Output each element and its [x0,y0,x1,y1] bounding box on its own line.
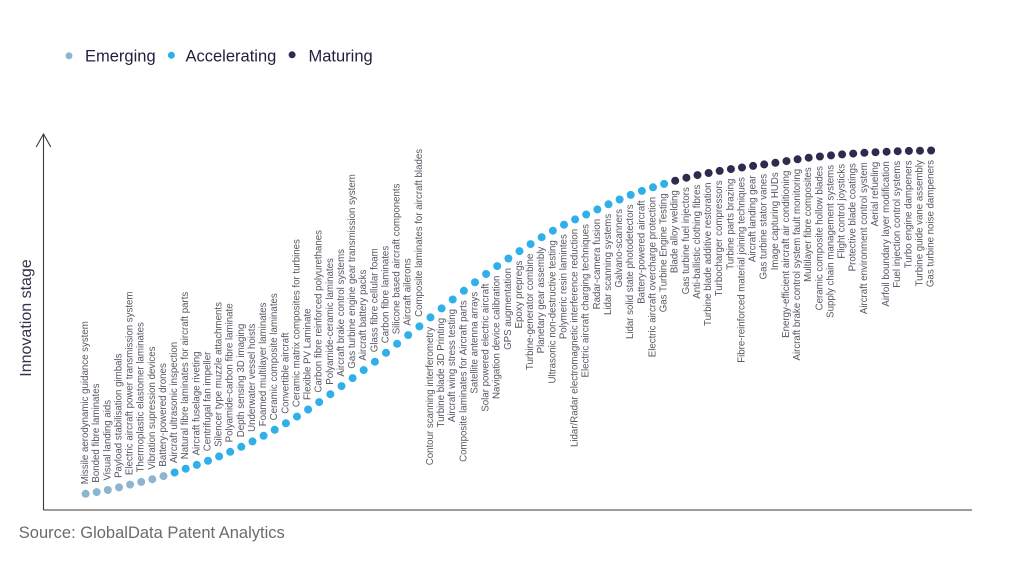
svg-text:Polyamide-ceramic laminates: Polyamide-ceramic laminates [325,258,336,385]
svg-text:Energy-efficient aircraft air: Energy-efficient aircraft air conditioni… [781,171,792,338]
svg-text:Gas turbine noise dampeners: Gas turbine noise dampeners [926,160,937,287]
svg-text:Missile aerodynamic guidance s: Missile aerodynamic guidance system [80,321,91,484]
svg-text:GPS augmentation: GPS augmentation [503,268,514,350]
svg-text:Battery-powered aircraft: Battery-powered aircraft [636,200,647,304]
svg-text:Flight control joysticks: Flight control joysticks [837,164,848,259]
svg-text:Planetary gear assembly: Planetary gear assembly [536,247,547,354]
svg-text:Accelerating: Accelerating [186,47,277,65]
svg-text:Payload stabilisation gimbals: Payload stabilisation gimbals [114,353,125,478]
svg-text:Airfoil boundary layer modific: Airfoil boundary layer modification [881,161,892,306]
svg-text:Aircraft wing stress testing: Aircraft wing stress testing [447,309,458,422]
svg-text:Anti-ballistic clothing fibres: Anti-ballistic clothing fibres [692,184,703,298]
svg-text:Turbine-generator combine: Turbine-generator combine [525,254,536,371]
svg-text:Multilayer fibre composites: Multilayer fibre composites [803,167,814,282]
svg-text:Protective blade coatings: Protective blade coatings [848,163,859,271]
svg-text:Aircraft brake control systems: Aircraft brake control systems [336,249,347,377]
svg-text:Vibration supression devices: Vibration supression devices [147,346,158,469]
svg-text:Aircraft ailerons: Aircraft ailerons [403,258,414,325]
svg-text:Electric aircraft charging tec: Electric aircraft charging techniques [581,224,592,378]
svg-text:Foamed multilayer laminates: Foamed multilayer laminates [258,302,269,426]
svg-text:Image capturing HUDs: Image capturing HUDs [770,172,781,270]
svg-text:Gas turbine stator vanes: Gas turbine stator vanes [759,174,770,280]
svg-text:Navigation device calibration: Navigation device calibration [492,276,503,399]
svg-text:Turbine blade 3D Printing: Turbine blade 3D Printing [436,318,447,428]
svg-text:Flexible PV Laminate: Flexible PV Laminate [303,308,314,400]
svg-text:Radar-camera fusion: Radar-camera fusion [592,219,603,309]
svg-text:Solar powered electric aircraf: Solar powered electric aircraft [481,283,492,411]
svg-text:Epoxy prepregs: Epoxy prepregs [514,260,525,328]
svg-text:Convertible aircraft: Convertible aircraft [280,332,291,414]
svg-text:Underwater vessel hoists: Underwater vessel hoists [247,324,258,432]
svg-text:Lidar solid state photodetecto: Lidar solid state photodetectors [625,204,636,339]
svg-text:Lidar/Radar electromagnetic in: Lidar/Radar electromagnetic interference… [570,229,581,447]
svg-text:Glass fibre cellular foam: Glass fibre cellular foam [369,248,380,352]
svg-text:Aircraft landing gear: Aircraft landing gear [748,175,759,262]
svg-text:Aircraft fuselage riveting: Aircraft fuselage riveting [191,351,202,455]
svg-text:Turbine guide vane assembly: Turbine guide vane assembly [915,160,926,286]
svg-text:Ultrasonic non-destructive tes: Ultrasonic non-destructive testing [547,240,558,383]
svg-text:Aircraft battery packs: Aircraft battery packs [358,269,369,360]
svg-text:Carbon fibre laminates: Carbon fibre laminates [381,246,392,344]
svg-text:Gas turbine fuel injectors: Gas turbine fuel injectors [681,187,692,294]
svg-text:Electric aircraft overcharge p: Electric aircraft overcharge protection [648,197,659,357]
svg-text:Thermoplastic elastomer lamina: Thermoplastic elastomer laminates [136,322,147,472]
svg-text:Composite laminates for Aircra: Composite laminates for Aircraft parts [458,300,469,462]
svg-text:Fibre-reinforced material join: Fibre-reinforced material joining techni… [737,177,748,363]
svg-text:Turbo engine dampeners: Turbo engine dampeners [903,160,914,268]
svg-text:Contour scanning interferometr: Contour scanning interferometry [425,327,436,466]
svg-text:Maturing: Maturing [309,47,373,65]
svg-text:Galvano-scanners: Galvano-scanners [614,209,625,288]
svg-text:Aircraft ultrasonic inspection: Aircraft ultrasonic inspection [169,342,180,463]
svg-text:Depth sensing 3D imaging: Depth sensing 3D imaging [236,324,247,438]
svg-text:Polymeric resin lamintes: Polymeric resin lamintes [559,234,570,339]
svg-text:Silencer type muzzle attachmen: Silencer type muzzle attachments [214,302,225,447]
svg-text:Visual landing aids: Visual landing aids [102,400,113,481]
svg-text:Aerial refueling: Aerial refueling [870,162,881,227]
svg-text:Electric aircraft power transm: Electric aircraft power transmission sys… [125,292,136,476]
svg-text:Supply chain management system: Supply chain management systems [826,165,837,318]
svg-text:Turbocharger compressors: Turbocharger compressors [714,180,725,296]
svg-text:Composite laminates for aircra: Composite laminates for aircraft blades [414,149,425,317]
svg-text:Aircraft brake control system: Aircraft brake control system fault moni… [792,169,803,361]
svg-text:Innovation stage: Innovation stage [18,259,35,377]
svg-text:Ceramic composite hollow blade: Ceramic composite hollow blades [814,166,825,310]
svg-text:Satellite antenna arrays: Satellite antenna arrays [470,292,481,394]
svg-text:Fuel injection control systems: Fuel injection control systems [892,161,903,288]
svg-text:Ceramic matrix composites for: Ceramic matrix composites for turbines [292,239,303,407]
svg-text:Bonded fibre laminates: Bonded fibre laminates [91,383,102,482]
svg-text:Source: GlobalData Patent Anal: Source: GlobalData Patent Analytics [19,524,285,542]
svg-text:Polyamide-carbon fibre laminat: Polyamide-carbon fibre laminate [225,303,236,442]
svg-text:Gas turbine engine gear transm: Gas turbine engine gear transmission sys… [347,174,358,368]
svg-text:Turbine parts brazing: Turbine parts brazing [725,179,736,270]
svg-text:Blade alloy welding: Blade alloy welding [670,190,681,273]
svg-text:Ceramic composite laminates: Ceramic composite laminates [269,293,280,420]
svg-text:Silicone based aircraft compon: Silicone based aircraft components [392,183,403,334]
svg-text:Gas Turbine Engine Testing: Gas Turbine Engine Testing [659,193,670,312]
svg-text:Centrifugal fan impeller: Centrifugal fan impeller [203,351,214,451]
svg-text:Aircraft environment control s: Aircraft environment control system [859,162,870,314]
svg-text:Turbine blade additive restora: Turbine blade additive restoration [703,183,714,326]
svg-text:Lidar scanning systems: Lidar scanning systems [603,214,614,315]
svg-text:Natural fibre laminates for ai: Natural fibre laminates for aircraft par… [180,292,191,460]
svg-text:Battery-powered drones: Battery-powered drones [158,363,169,467]
svg-text:Emerging: Emerging [85,47,156,65]
svg-text:Carbon fibre reinforced polyur: Carbon fibre reinforced polyurethanes [314,230,325,393]
